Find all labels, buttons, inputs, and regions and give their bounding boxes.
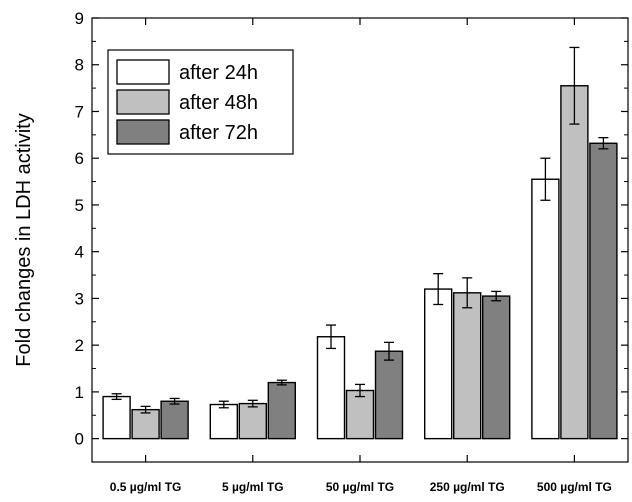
legend-label: after 48h (179, 92, 258, 114)
legend-label: after 72h (179, 122, 258, 144)
bar (453, 292, 482, 440)
legend-swatch (116, 89, 170, 115)
bar (267, 381, 296, 440)
y-tick-label: 4 (75, 243, 84, 262)
bar (560, 85, 589, 440)
y-axis-ticks: 0 1 2 3 4 5 6 7 8 9 (75, 9, 628, 449)
bar (482, 295, 511, 440)
bar (424, 288, 453, 440)
y-tick-label: 1 (75, 383, 84, 402)
bar (238, 402, 268, 440)
bar (316, 336, 346, 440)
bar (102, 395, 131, 440)
error-bars (111, 46, 609, 414)
y-tick-label: 0 (75, 430, 84, 449)
x-category-label: 0.5 µg/ml TG (110, 480, 182, 494)
x-category-label: 250 µg/ml TG (430, 480, 505, 494)
x-category-label: 500 µg/ml TG (537, 480, 612, 494)
bar (345, 389, 375, 440)
y-tick-label: 6 (75, 149, 84, 168)
legend-label: after 24h (179, 62, 258, 84)
y-tick-label: 8 (75, 56, 84, 75)
legend-swatch (116, 119, 170, 145)
bar (531, 178, 560, 440)
y-tick-label: 5 (75, 196, 84, 215)
bar (131, 408, 160, 440)
x-category-label: 50 µg/ml TG (326, 480, 394, 494)
x-category-label: 5 µg/ml TG (222, 480, 284, 494)
legend: after 24h after 48h after 72h (107, 49, 294, 155)
bar (160, 400, 189, 440)
bar (374, 350, 404, 440)
y-tick-label: 3 (75, 289, 84, 308)
y-axis-title: Fold changes in LDH activity (13, 113, 35, 366)
y-tick-label: 9 (75, 9, 84, 28)
y-tick-label: 7 (75, 102, 84, 121)
x-axis-categories: 0.5 µg/ml TG 5 µg/ml TG 50 µg/ml TG 250 µg/… (110, 18, 612, 494)
y-tick-label: 2 (75, 336, 84, 355)
bar (209, 403, 239, 440)
legend-swatch (116, 59, 170, 85)
bars (102, 85, 618, 440)
bar (589, 142, 618, 440)
